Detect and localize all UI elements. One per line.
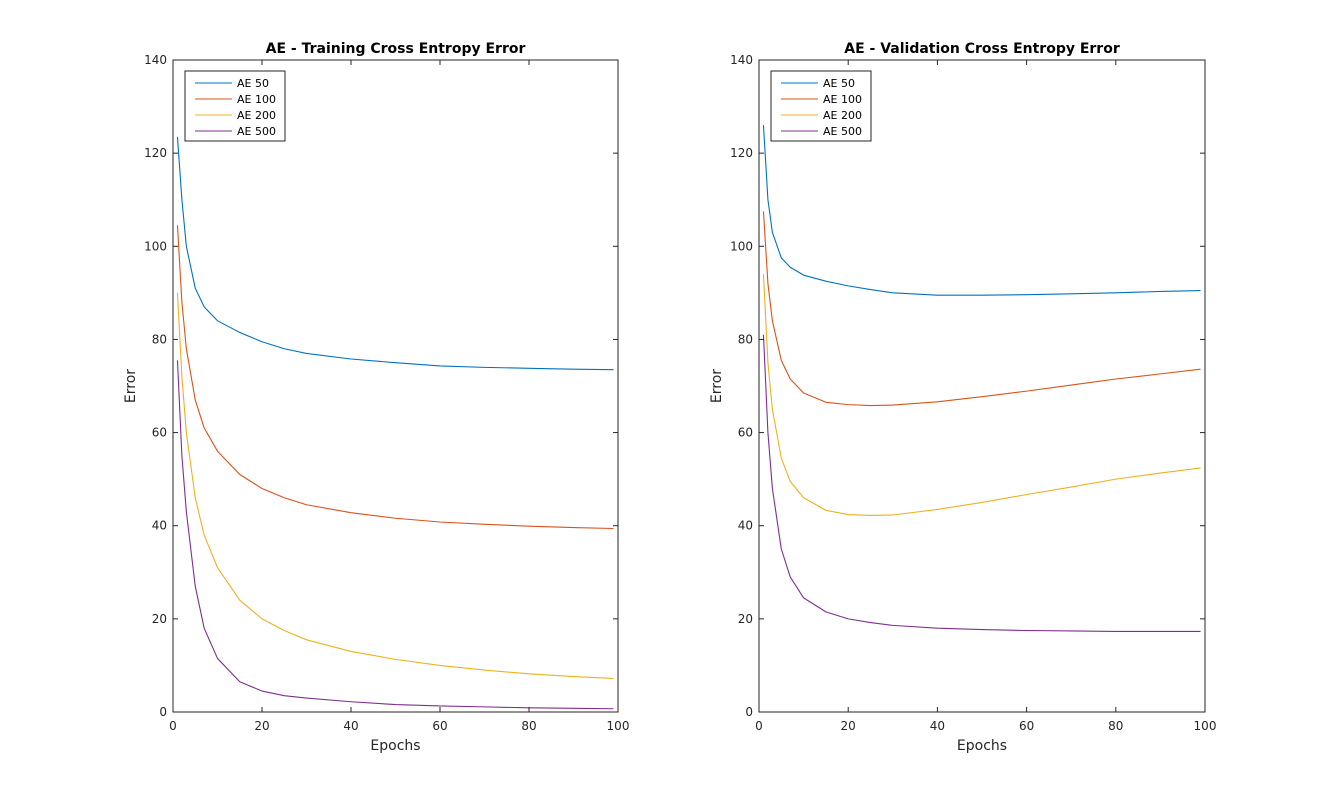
chart-1: 0 20 40 60 80 100 0 20 40 60 80 100 120 140 AE - Train… <box>123 41 629 754</box>
chart-1-xtick-label: 60 <box>432 719 447 733</box>
chart-1-series-line-1 <box>176 136 614 371</box>
chart-2-ytick-label: 80 <box>738 332 753 346</box>
chart-1-legend-label: AE 500 <box>237 125 276 138</box>
chart-1-axes-box <box>172 59 619 713</box>
chart-1-series-line-4 <box>176 360 614 710</box>
chart-2-ytick-label: 0 <box>745 705 753 719</box>
chart-2-ytick-label: 60 <box>738 426 753 440</box>
chart-1-ytick-label: 40 <box>152 519 167 533</box>
chart-1-xtick-label: 100 <box>607 719 630 733</box>
chart-1-ytick-label: 140 <box>144 53 167 67</box>
chart-2-ytick-label: 120 <box>730 146 753 160</box>
chart-2-xtick-label: 40 <box>930 719 945 733</box>
chart-1-xlabel: Epochs <box>370 738 420 754</box>
chart-2-ytick-label: 140 <box>730 53 753 67</box>
chart-2-series-line-4 <box>762 334 1201 632</box>
chart-1-ylabel: Error <box>123 369 139 403</box>
chart-1-legend: AE 50 AE 100 AE 200 AE 500 <box>184 70 286 142</box>
chart-2-xtick-label: 60 <box>1019 719 1034 733</box>
chart-2-legend-label: AE 100 <box>823 93 862 106</box>
chart-2-series-line-1 <box>762 125 1201 296</box>
chart-1-ytick-label: 0 <box>159 705 167 719</box>
chart-1-title: AE - Training Cross Entropy Error <box>266 41 526 57</box>
chart-2-legend-label: AE 50 <box>823 77 855 90</box>
chart-2-legend: AE 50 AE 100 AE 200 AE 500 <box>770 70 872 142</box>
chart-1-legend-label: AE 100 <box>237 93 276 106</box>
chart-1-ytick-label: 100 <box>144 239 167 253</box>
chart-1-xtick-label: 80 <box>521 719 536 733</box>
chart-1-ytick-label: 20 <box>152 612 167 626</box>
chart-1-ytick-label: 60 <box>152 426 167 440</box>
chart-1-xtick-label: 0 <box>169 719 177 733</box>
chart-2-xlabel: Epochs <box>957 738 1007 754</box>
chart-2-xtick-label: 100 <box>1194 719 1217 733</box>
chart-2-series-line-3 <box>762 274 1201 517</box>
chart-2-xtick-label: 20 <box>841 719 856 733</box>
chart-2-title: AE - Validation Cross Entropy Error <box>844 41 1120 57</box>
chart-1-legend-label: AE 200 <box>237 109 276 122</box>
chart-2-xtick-label: 0 <box>755 719 763 733</box>
chart-2-ytick-label: 40 <box>738 519 753 533</box>
chart-2-ylabel: Error <box>709 369 725 403</box>
chart-1-xtick-label: 20 <box>254 719 269 733</box>
chart-1-ytick-label: 80 <box>152 332 167 346</box>
chart-2-legend-label: AE 200 <box>823 109 862 122</box>
chart-2-series-line-2 <box>762 211 1201 407</box>
chart-2-xtick-label: 80 <box>1108 719 1123 733</box>
chart-1-ytick-label: 120 <box>144 146 167 160</box>
chart-2: 0 20 40 60 80 100 0 20 40 60 80 100 120 140 AE - Valid… <box>709 41 1216 754</box>
chart-2-ytick-label: 100 <box>730 239 753 253</box>
chart-2-legend-label: AE 500 <box>823 125 862 138</box>
chart-2-ytick-label: 20 <box>738 612 753 626</box>
chart-1-xtick-label: 40 <box>343 719 358 733</box>
chart-1-legend-label: AE 50 <box>237 77 269 90</box>
chart-1-series-line-2 <box>176 225 614 530</box>
chart-1-series-line-3 <box>176 292 614 680</box>
chart-2-axes-box <box>758 59 1206 713</box>
